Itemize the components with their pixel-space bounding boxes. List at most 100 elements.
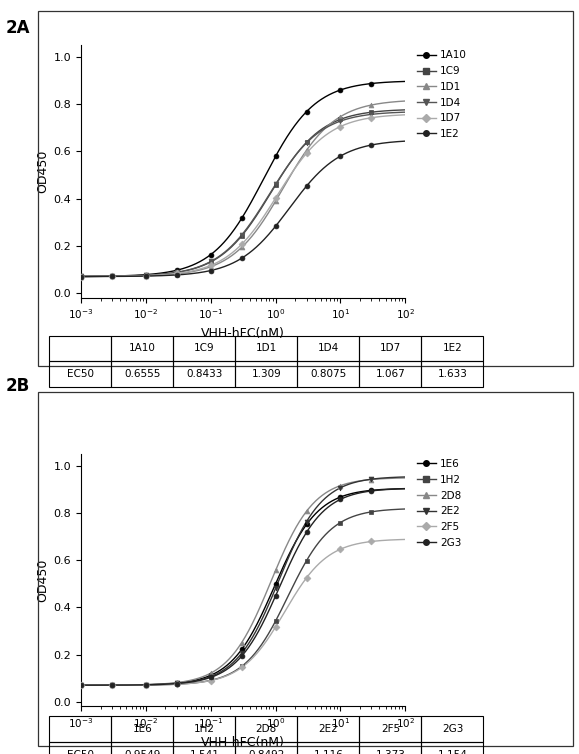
2E2 xyxy=(303,517,310,526)
2F5 xyxy=(207,676,214,685)
1D1 xyxy=(337,112,344,121)
1D1 xyxy=(207,262,214,271)
1A10 xyxy=(272,152,279,161)
2D8 xyxy=(142,680,149,689)
Text: 2E2: 2E2 xyxy=(318,724,338,734)
2G3 xyxy=(238,651,245,661)
1A10 xyxy=(303,107,310,116)
2G3 xyxy=(108,681,115,690)
2D8 xyxy=(337,481,344,490)
Line: 2E2: 2E2 xyxy=(79,477,374,688)
1C9 xyxy=(272,180,279,189)
Line: 1D1: 1D1 xyxy=(79,103,374,279)
1E6 xyxy=(272,579,279,588)
1E6 xyxy=(337,492,344,501)
1C9 xyxy=(78,272,85,281)
1A10 xyxy=(368,79,375,88)
1D4 xyxy=(78,272,85,281)
2E2 xyxy=(142,680,149,689)
Legend: 1A10, 1C9, 1D1, 1D4, 1D7, 1E2: 1A10, 1C9, 1D1, 1D4, 1D7, 1E2 xyxy=(417,51,467,139)
Line: 1E2: 1E2 xyxy=(79,143,374,279)
Line: 1D4: 1D4 xyxy=(79,112,374,279)
1D4 xyxy=(207,257,214,266)
1E2 xyxy=(272,222,279,231)
1D7 xyxy=(108,271,115,280)
1H2 xyxy=(173,679,180,688)
2G3 xyxy=(78,681,85,690)
Text: 1H2: 1H2 xyxy=(194,724,215,734)
2D8 xyxy=(108,681,115,690)
Line: 2D8: 2D8 xyxy=(79,477,374,688)
1H2 xyxy=(108,681,115,690)
Text: 0.9549: 0.9549 xyxy=(124,749,160,754)
1D4 xyxy=(108,271,115,280)
Text: 0.6555: 0.6555 xyxy=(124,369,160,379)
1E6 xyxy=(173,679,180,688)
1D7 xyxy=(368,113,375,122)
2E2 xyxy=(173,679,180,688)
1E6 xyxy=(108,681,115,690)
1D1 xyxy=(303,146,310,155)
2D8 xyxy=(173,678,180,687)
Text: 1.309: 1.309 xyxy=(251,369,281,379)
2D8 xyxy=(238,638,245,647)
1C9 xyxy=(207,257,214,266)
1D4 xyxy=(173,268,180,277)
1D1 xyxy=(368,100,375,109)
1D7 xyxy=(78,272,85,281)
Text: 1.067: 1.067 xyxy=(376,369,405,379)
1D1 xyxy=(78,272,85,281)
2E2 xyxy=(337,483,344,492)
2F5 xyxy=(108,681,115,690)
1E6 xyxy=(238,645,245,654)
Text: 0.8433: 0.8433 xyxy=(186,369,222,379)
1H2 xyxy=(303,556,310,566)
2F5 xyxy=(173,679,180,688)
2E2 xyxy=(207,672,214,681)
Text: 1D7: 1D7 xyxy=(380,343,401,354)
1C9 xyxy=(173,268,180,277)
1E6 xyxy=(368,486,375,495)
2F5 xyxy=(238,663,245,672)
1D7 xyxy=(303,149,310,158)
Text: 2A: 2A xyxy=(6,19,30,37)
1D4 xyxy=(303,139,310,148)
Line: 1A10: 1A10 xyxy=(79,81,374,279)
Text: 2D8: 2D8 xyxy=(256,724,277,734)
1D7 xyxy=(337,122,344,131)
Text: 2B: 2B xyxy=(6,377,30,395)
Y-axis label: OD450: OD450 xyxy=(36,559,49,602)
2G3 xyxy=(272,591,279,600)
Text: 1C9: 1C9 xyxy=(194,343,215,354)
2E2 xyxy=(108,681,115,690)
1D4 xyxy=(142,271,149,280)
1C9 xyxy=(142,271,149,280)
Line: 1C9: 1C9 xyxy=(79,110,374,279)
2F5 xyxy=(142,681,149,690)
1H2 xyxy=(368,507,375,516)
2E2 xyxy=(78,681,85,690)
Line: 2G3: 2G3 xyxy=(79,489,374,688)
2E2 xyxy=(368,475,375,484)
1D1 xyxy=(238,243,245,252)
2E2 xyxy=(238,648,245,657)
1C9 xyxy=(303,138,310,147)
1H2 xyxy=(207,676,214,685)
1H2 xyxy=(238,662,245,671)
Text: EC50: EC50 xyxy=(67,369,94,379)
Text: 1.154: 1.154 xyxy=(438,749,467,754)
1C9 xyxy=(238,231,245,241)
Text: EC50: EC50 xyxy=(67,749,94,754)
1E6 xyxy=(142,680,149,689)
Text: 1.116: 1.116 xyxy=(313,749,343,754)
1D7 xyxy=(207,261,214,270)
2E2 xyxy=(272,584,279,593)
Text: 1E6: 1E6 xyxy=(133,724,152,734)
2D8 xyxy=(78,681,85,690)
Line: 1E6: 1E6 xyxy=(79,488,374,688)
1E2 xyxy=(78,272,85,281)
1D4 xyxy=(337,117,344,126)
1A10 xyxy=(238,214,245,223)
1D1 xyxy=(142,271,149,280)
Text: 1E2: 1E2 xyxy=(442,343,462,354)
